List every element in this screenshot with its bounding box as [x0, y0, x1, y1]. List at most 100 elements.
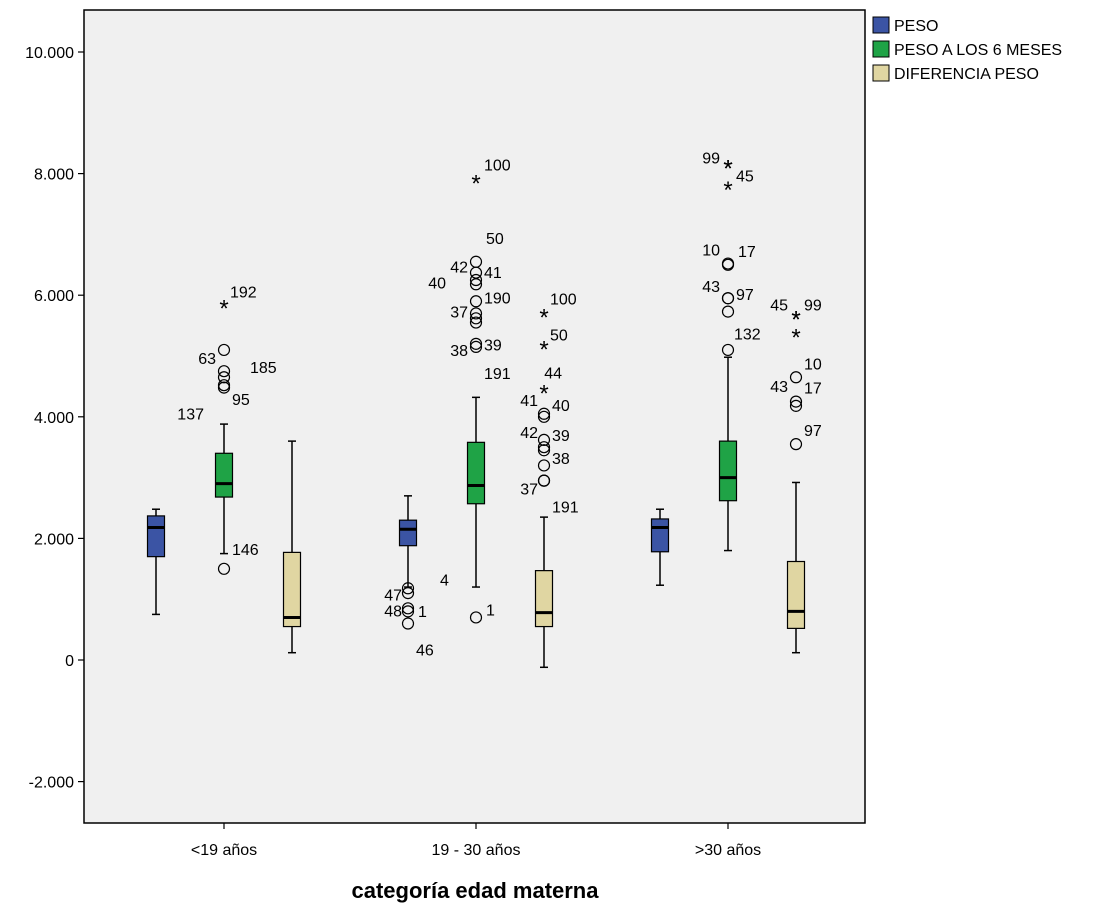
extreme-marker: *	[539, 337, 548, 364]
outlier-label: 97	[804, 423, 822, 440]
outlier-marker	[401, 582, 415, 595]
y-tick-label: -2.000	[29, 775, 74, 792]
outlier-label: 43	[770, 379, 788, 396]
outlier-label: 47	[384, 587, 402, 604]
legend-swatch	[872, 40, 890, 58]
legend-label: PESO	[894, 18, 938, 35]
outlier-marker	[789, 438, 803, 451]
outlier-label: 42	[450, 260, 468, 277]
outlier-label: 10	[804, 356, 822, 373]
outlier-marker	[537, 410, 551, 423]
box	[146, 515, 166, 558]
outlier-marker	[789, 399, 803, 412]
outlier-label: 48	[384, 603, 402, 620]
legend-label: DIFERENCIA PESO	[894, 66, 1039, 83]
outlier-marker	[789, 395, 803, 408]
outlier-label: 40	[552, 398, 570, 415]
outlier-label: 10	[702, 243, 720, 260]
legend-swatch	[872, 16, 890, 34]
box	[786, 560, 806, 629]
outlier-marker	[469, 340, 483, 353]
extreme-marker: *	[791, 325, 800, 352]
outlier-label: 190	[484, 290, 511, 307]
extreme-marker: *	[539, 304, 548, 331]
outlier-marker	[469, 278, 483, 291]
outlier-marker	[217, 371, 231, 384]
extreme-marker: *	[791, 306, 800, 333]
box-group: *100 50 42 41 40 190 37 39 38 191 1	[428, 158, 511, 624]
box-group	[282, 440, 302, 654]
outlier-label: 42	[520, 425, 538, 442]
outlier-label: 185	[250, 360, 277, 377]
outlier-label: 50	[486, 231, 504, 248]
outlier-label: 38	[450, 343, 468, 360]
outlier-label: 37	[520, 482, 538, 499]
outlier-label: 17	[738, 244, 756, 261]
outlier-label: 37	[450, 304, 468, 321]
outlier-marker	[469, 316, 483, 329]
x-category-label: >30 años	[695, 842, 761, 859]
box	[214, 452, 234, 498]
outlier-label: 40	[428, 275, 446, 292]
outlier-marker	[537, 407, 551, 420]
outlier-label: 39	[484, 338, 502, 355]
outlier-label: 1	[418, 604, 427, 621]
outlier-marker	[469, 307, 483, 320]
outlier-marker	[401, 587, 415, 600]
legend: PESO PESO A LOS 6 MESES DIFERENCIA PESO	[872, 16, 1062, 83]
outlier-marker	[469, 295, 483, 308]
extreme-marker: *	[723, 156, 732, 183]
box-group	[650, 508, 670, 586]
y-tick-label: 4.000	[34, 410, 74, 427]
extreme-marker: *	[219, 295, 228, 322]
outlier-marker	[789, 371, 803, 384]
outlier-label: 97	[736, 287, 754, 304]
extreme-marker: *	[723, 156, 732, 183]
y-tick-label: 0	[65, 653, 74, 670]
outlier-marker	[721, 343, 735, 357]
outlier-marker	[217, 365, 231, 378]
x-category-label: 19 - 30 años	[432, 842, 521, 859]
outlier-label: 38	[552, 451, 570, 468]
y-tick-label: 10.000	[25, 45, 74, 62]
outlier-label: 46	[416, 643, 434, 660]
outlier-label: 191	[552, 500, 579, 517]
outlier-label: 100	[550, 291, 577, 308]
extreme-marker: *	[471, 171, 480, 198]
box	[398, 519, 418, 547]
outlier-marker	[401, 602, 415, 615]
outlier-marker	[537, 459, 551, 472]
y-tick-label: 6.000	[34, 288, 74, 305]
outlier-label: 132	[734, 327, 761, 344]
box-group: 47 1 48 4 46	[384, 495, 449, 660]
outlier-marker	[469, 337, 483, 350]
extreme-marker: *	[723, 177, 732, 204]
outlier-label: 39	[552, 428, 570, 445]
outlier-marker	[721, 305, 735, 318]
outlier-label: 137	[177, 407, 204, 424]
outlier-label: 99	[702, 151, 720, 168]
outlier-label: 45	[770, 297, 788, 314]
box	[466, 441, 486, 505]
outlier-marker	[401, 617, 415, 630]
outlier-label: 41	[520, 393, 538, 410]
outlier-label: 1	[486, 602, 495, 619]
outlier-label: 17	[804, 381, 822, 398]
legend-label: PESO A LOS 6 MESES	[894, 42, 1062, 59]
outlier-label: 100	[484, 158, 511, 175]
extreme-marker: *	[539, 380, 548, 407]
outlier-marker	[537, 474, 551, 487]
outlier-marker	[469, 312, 483, 325]
outlier-label: 63	[198, 351, 216, 368]
outlier-marker	[217, 343, 231, 357]
y-tick-label: 8.000	[34, 167, 74, 184]
outlier-marker	[217, 381, 231, 394]
x-axis-title: categoría edad materna	[352, 878, 600, 903]
outlier-marker	[537, 441, 551, 454]
outlier-label: 95	[232, 392, 250, 409]
outlier-marker	[721, 258, 735, 271]
outlier-label: 191	[484, 366, 511, 383]
